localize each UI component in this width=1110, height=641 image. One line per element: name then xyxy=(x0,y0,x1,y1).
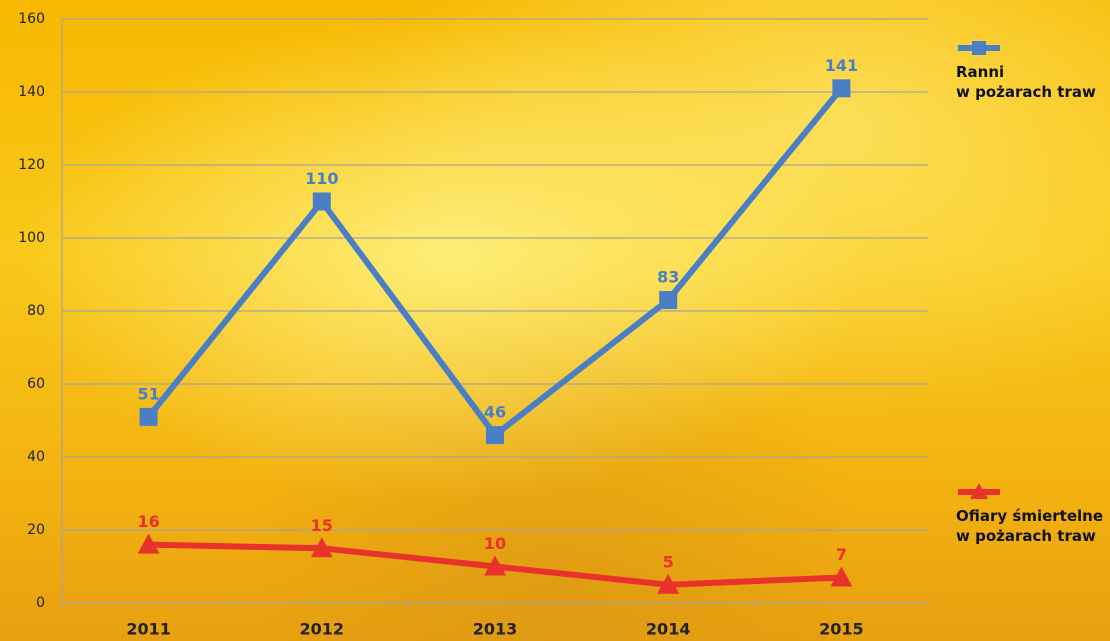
x-tick-label: 2013 xyxy=(473,620,518,639)
data-label: 10 xyxy=(484,534,506,553)
data-label: 83 xyxy=(657,268,679,287)
legend-entry: Ofiary śmiertelne w pożarach traw xyxy=(956,506,1110,556)
data-label: 51 xyxy=(137,384,159,403)
legend-label: Ranni w pożarach traw xyxy=(956,62,1110,102)
y-tick-label: 40 xyxy=(27,449,45,465)
page: 0 20 40 60 80 100 120 140 160 2011 2012 2013 2014 201… xyxy=(0,0,1110,641)
x-tick-label: 2014 xyxy=(646,620,691,639)
y-tick-label: 160 xyxy=(18,11,45,27)
marker xyxy=(972,41,986,55)
data-label: 7 xyxy=(836,545,847,564)
marker xyxy=(140,408,158,426)
legend-entry: Ranni w pożarach traw xyxy=(956,62,1110,112)
marker xyxy=(659,291,677,309)
x-tick-label: 2011 xyxy=(126,620,171,639)
data-label: 110 xyxy=(305,169,338,188)
y-tick-label: 0 xyxy=(36,595,45,611)
y-tick-label: 120 xyxy=(18,157,45,173)
marker xyxy=(486,426,504,444)
y-tick-label: 140 xyxy=(18,84,45,100)
chart: 0 20 40 60 80 100 120 140 160 2011 2012 2013 2014 201… xyxy=(0,0,1110,641)
y-tick-label: 100 xyxy=(18,230,45,246)
marker xyxy=(313,193,331,211)
y-tick-label: 60 xyxy=(27,376,45,392)
x-tick-label: 2012 xyxy=(300,620,345,639)
legend-label: Ofiary śmiertelne w pożarach traw xyxy=(956,506,1110,546)
data-label: 141 xyxy=(825,56,858,75)
y-tick-label: 20 xyxy=(27,522,45,538)
data-label: 15 xyxy=(311,516,333,535)
series-line xyxy=(149,88,842,435)
y-tick-label: 80 xyxy=(27,303,45,319)
data-label: 5 xyxy=(663,552,674,571)
marker xyxy=(832,79,850,97)
data-label: 16 xyxy=(137,512,159,531)
x-tick-label: 2015 xyxy=(819,620,864,639)
data-label: 46 xyxy=(484,403,506,422)
